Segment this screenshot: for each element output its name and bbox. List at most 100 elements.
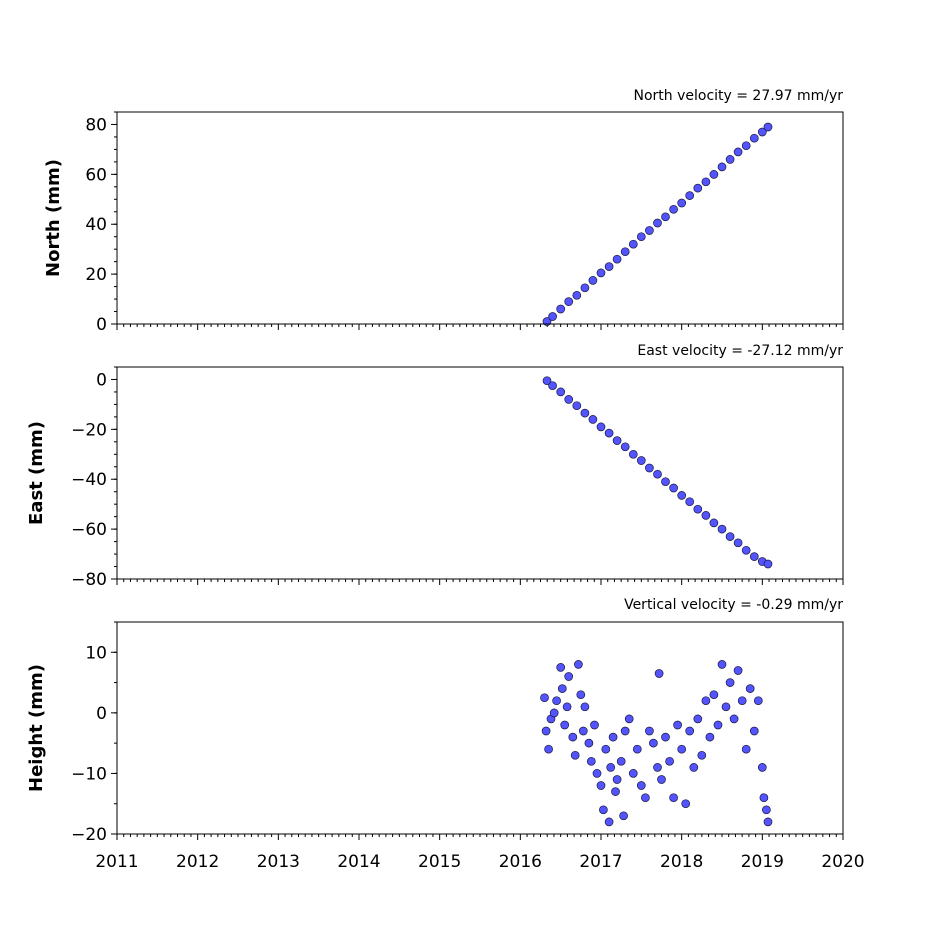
height-data-point <box>645 726 654 736</box>
north-data-point <box>669 204 678 214</box>
height-data-point <box>562 702 572 712</box>
east-y-axis-label: East (mm) <box>26 421 47 525</box>
east-data-point <box>596 422 606 432</box>
height-y-tick-label: −10 <box>71 764 107 784</box>
east-y-ticks: 0 −20 −40 −60 −80 <box>71 366 117 590</box>
east-data-point <box>701 511 711 520</box>
east-plot-frame <box>116 366 844 580</box>
height-data-point <box>619 811 628 821</box>
north-panel: North velocity = 27.97 mm/yr North (mm) … <box>43 88 844 335</box>
north-y-tick-label: 80 <box>85 115 107 135</box>
x-tick-label: 2019 <box>741 852 784 872</box>
height-data-point <box>636 781 646 790</box>
east-data-point <box>580 408 590 418</box>
x-tick-label: 2012 <box>176 852 219 872</box>
height-data-points <box>540 660 773 827</box>
east-data-point <box>542 376 552 386</box>
height-data-point <box>763 817 773 827</box>
east-y-tick-label: −60 <box>71 520 107 540</box>
east-data-point <box>620 442 630 452</box>
height-data-point <box>649 738 658 748</box>
height-y-tick-label: 0 <box>96 704 107 724</box>
height-data-point <box>604 817 614 827</box>
east-data-point <box>564 395 574 404</box>
height-data-point <box>599 805 608 815</box>
height-data-point <box>661 732 670 742</box>
east-data-point <box>725 532 735 541</box>
north-data-point <box>763 122 773 132</box>
x-tick-label: 2013 <box>257 852 300 872</box>
x-tick-label: 2015 <box>418 852 461 872</box>
east-data-point <box>709 518 719 528</box>
north-data-point <box>612 254 622 264</box>
east-data-point <box>548 381 557 391</box>
east-data-point <box>661 477 670 487</box>
height-data-point <box>681 799 691 809</box>
east-data-point <box>572 401 582 411</box>
east-data-point <box>733 538 743 548</box>
height-data-point <box>669 793 678 803</box>
north-data-point <box>661 212 670 222</box>
east-data-point <box>628 449 638 459</box>
height-data-point <box>709 690 719 700</box>
east-panel: East velocity = -27.12 mm/yr East (mm) 0… <box>26 343 844 590</box>
east-data-point <box>653 469 662 479</box>
height-data-point <box>552 696 561 706</box>
east-x-ticks <box>116 579 844 585</box>
north-data-point <box>677 198 687 208</box>
north-data-point <box>645 226 654 235</box>
height-data-point <box>549 708 559 718</box>
north-data-point <box>693 183 703 193</box>
height-data-point <box>576 690 586 700</box>
north-plot-frame <box>116 111 844 325</box>
north-data-point <box>749 133 759 143</box>
north-y-tick-label: 20 <box>85 265 107 285</box>
height-data-point <box>665 756 674 766</box>
height-data-point <box>541 726 551 736</box>
north-data-point <box>556 304 566 314</box>
north-data-point <box>717 162 727 172</box>
height-data-point <box>762 805 771 815</box>
east-panel-title: East velocity = -27.12 mm/yr <box>637 343 843 359</box>
height-x-ticks <box>116 834 844 840</box>
north-data-point <box>604 262 614 271</box>
north-data-point <box>701 177 711 187</box>
height-data-point <box>584 738 594 748</box>
height-data-point <box>657 775 666 784</box>
x-tick-label: 2020 <box>821 852 864 872</box>
height-data-point <box>606 763 616 772</box>
x-tick-label: 2018 <box>660 852 703 872</box>
height-data-point <box>578 726 588 736</box>
height-data-point <box>556 663 566 672</box>
east-data-point <box>763 559 773 569</box>
x-axis-tick-labels: 2011 2012 2013 2014 2015 2016 2017 2018 2019 2020 <box>95 852 864 872</box>
north-data-point <box>628 239 638 249</box>
north-data-point <box>596 268 606 278</box>
north-data-points <box>542 122 773 326</box>
height-data-point <box>717 660 727 669</box>
height-data-point <box>628 769 638 778</box>
height-data-point <box>705 732 715 742</box>
north-x-ticks <box>116 324 844 330</box>
height-data-point <box>641 793 650 803</box>
height-data-point <box>713 720 723 730</box>
north-y-tick-label: 0 <box>96 315 107 335</box>
height-y-axis-label: Height (mm) <box>26 664 47 792</box>
north-data-point <box>741 141 751 151</box>
height-data-point <box>557 684 567 693</box>
height-data-point <box>757 763 767 772</box>
height-data-point <box>677 744 687 754</box>
north-data-point <box>653 218 662 228</box>
height-data-point <box>741 744 751 754</box>
height-data-point <box>564 672 574 681</box>
east-data-point <box>612 436 622 445</box>
east-data-point <box>693 504 703 514</box>
height-data-point <box>693 714 703 724</box>
height-data-point <box>737 696 747 706</box>
x-tick-label: 2011 <box>95 852 138 872</box>
north-data-point <box>733 147 743 157</box>
height-data-point <box>685 726 695 736</box>
height-data-point <box>725 678 735 687</box>
height-data-point <box>733 666 743 675</box>
height-data-point <box>540 693 549 703</box>
